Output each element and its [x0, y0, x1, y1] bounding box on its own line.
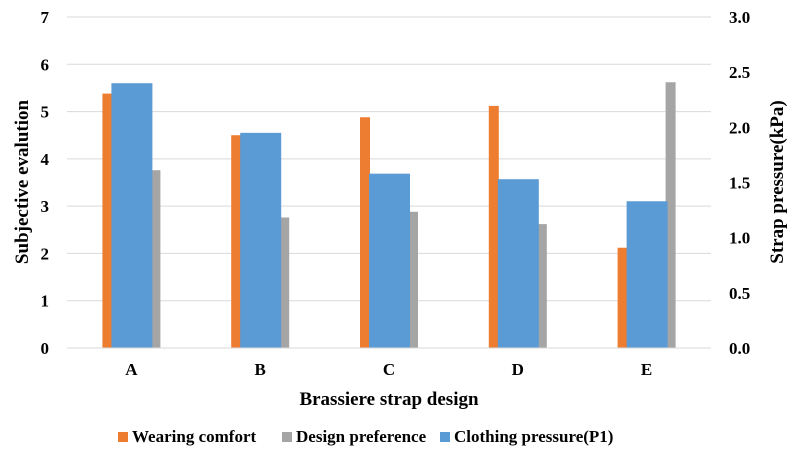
- bar-design-preference: [665, 82, 676, 349]
- y-tick-label: 4: [41, 150, 50, 169]
- y2-tick-label: 2.0: [729, 118, 750, 137]
- legend-label: Design preference: [296, 427, 427, 446]
- bar-clothing-pressure: [626, 201, 668, 348]
- legend-swatch: [440, 432, 450, 442]
- legend-swatch: [118, 432, 128, 442]
- bar-design-preference: [279, 217, 290, 348]
- y2-tick-label: 1.0: [729, 229, 750, 248]
- bars: [102, 82, 676, 349]
- bar-wearing-comfort: [102, 93, 113, 348]
- y-tick-label: 5: [41, 103, 50, 122]
- x-tick-label: A: [125, 360, 138, 379]
- bar-clothing-pressure: [111, 83, 153, 348]
- x-tick-label: E: [641, 360, 652, 379]
- y-tick-label: 7: [41, 8, 50, 27]
- y-tick-label: 2: [41, 244, 50, 263]
- y2-tick-label: 0.5: [729, 284, 750, 303]
- legend-label: Wearing comfort: [132, 427, 256, 446]
- y-tick-label: 0: [41, 339, 50, 358]
- bar-wearing-comfort: [488, 105, 499, 348]
- category-ticks: A B C D E: [125, 360, 652, 379]
- bar-clothing-pressure: [240, 132, 282, 348]
- bar-wearing-comfort: [617, 247, 628, 348]
- y-tick-label: 3: [41, 197, 50, 216]
- x-tick-label: B: [255, 360, 266, 379]
- y2-tick-label: 1.5: [729, 174, 750, 193]
- x-axis-title: Brassiere strap design: [299, 389, 479, 410]
- y2-tick-label: 0.0: [729, 339, 750, 358]
- bar-design-preference: [150, 170, 161, 348]
- legend: Wearing comfort Design preference Clothing…: [118, 427, 613, 446]
- bar-design-preference: [408, 211, 418, 348]
- legend-swatch: [282, 432, 292, 442]
- left-axis-ticks: 0 1 2 3 4 5 6 7: [41, 8, 50, 358]
- y2-axis-title: Strap pressure(kPa): [767, 100, 788, 263]
- bar-clothing-pressure: [369, 173, 410, 348]
- bar-wearing-comfort: [231, 135, 242, 348]
- y2-tick-label: 3.0: [729, 8, 750, 27]
- bar-clothing-pressure: [497, 179, 539, 348]
- x-tick-label: D: [512, 360, 524, 379]
- y2-tick-label: 2.5: [729, 63, 750, 82]
- x-tick-label: C: [383, 360, 395, 379]
- legend-label: Clothing pressure(P1): [454, 427, 613, 446]
- bar-wearing-comfort: [360, 117, 370, 348]
- right-axis-ticks: 0.0 0.5 1.0 1.5 2.0 2.5 3.0: [729, 8, 750, 358]
- y-tick-label: 1: [41, 292, 50, 311]
- bar-design-preference: [536, 224, 547, 348]
- y-axis-title: Subjective evalution: [12, 100, 33, 265]
- y-tick-label: 6: [41, 55, 50, 74]
